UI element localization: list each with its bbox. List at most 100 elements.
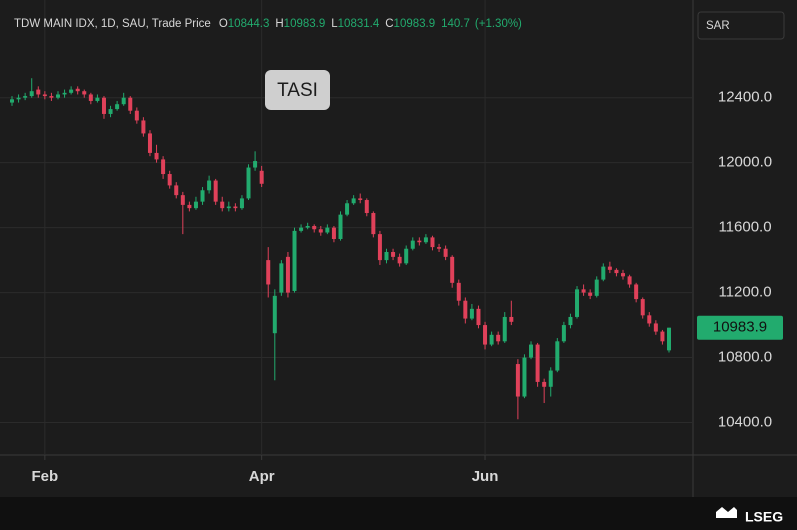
candle-body <box>101 97 106 114</box>
candle-body <box>226 206 231 209</box>
high-label: H <box>275 18 283 30</box>
candle-body <box>417 240 422 243</box>
y-tick-label: 12000.0 <box>718 154 772 171</box>
candle-body <box>627 276 632 285</box>
close-value: 10983.9 <box>394 18 436 30</box>
candle-body <box>437 247 442 249</box>
candle-body <box>49 96 54 98</box>
candle-body <box>667 327 671 351</box>
candle-body <box>377 234 382 261</box>
candle-body <box>253 161 258 168</box>
currency-box[interactable] <box>697 11 785 40</box>
candle-body <box>259 170 264 184</box>
candle-body <box>266 260 271 285</box>
x-tick-label: Feb <box>32 468 59 485</box>
candle-body <box>423 237 428 243</box>
candle-body <box>154 152 159 160</box>
footer <box>0 497 797 530</box>
y-tick-label: 11200.0 <box>718 284 771 301</box>
candle-body <box>233 206 238 209</box>
candle-body <box>568 316 573 326</box>
candle-body <box>279 263 284 293</box>
candle-body <box>239 198 244 209</box>
open-label: O <box>219 18 228 30</box>
x-tick-label: Jun <box>472 468 499 485</box>
candle-body <box>607 266 612 270</box>
candle-body <box>29 91 34 97</box>
candle-body <box>515 364 520 397</box>
candle-body <box>331 227 336 239</box>
x-tick-label: Apr <box>249 468 275 485</box>
candle-body <box>108 109 113 114</box>
candle-body <box>23 96 28 98</box>
candle-body <box>75 88 80 92</box>
candle-body <box>121 97 126 105</box>
candle-body <box>292 230 297 291</box>
candle-body <box>141 120 146 134</box>
candle-body <box>187 204 192 209</box>
candle-body <box>312 226 317 230</box>
candle-body <box>410 240 415 249</box>
candle-body <box>509 316 514 322</box>
symbol-badge <box>265 70 330 110</box>
change-pct: (+1.30%) <box>475 18 522 30</box>
candle-body <box>16 97 21 100</box>
candle-body <box>581 289 586 293</box>
candle-body <box>213 180 218 202</box>
candle-body <box>621 273 626 277</box>
candles <box>10 78 671 420</box>
candle-body <box>345 203 350 215</box>
chart-title: TDW MAIN IDX, 1D, SAU, Trade Price <box>14 18 211 30</box>
currency[interactable]: SAR <box>706 20 730 32</box>
candle-body <box>463 300 468 319</box>
brand: LSEG <box>745 509 783 525</box>
candle-body <box>601 266 606 280</box>
candle-body <box>95 97 100 101</box>
low-value: 10831.4 <box>338 18 380 30</box>
candle-body <box>502 316 507 342</box>
candle-body <box>82 91 87 95</box>
candle-body <box>555 341 560 371</box>
candle-body <box>660 331 665 342</box>
header: TDW MAIN IDX, 1D, SAU, Trade Price O10844… <box>14 18 522 30</box>
candle-body <box>450 256 455 283</box>
candle-body <box>634 284 639 300</box>
candle-body <box>128 97 133 111</box>
y-tick-label: 11600.0 <box>718 219 771 236</box>
grid <box>0 0 693 455</box>
candle-body <box>647 315 652 324</box>
close-label: C <box>385 18 393 30</box>
candle-body <box>384 251 389 261</box>
candle-body <box>653 323 658 332</box>
candle-body <box>180 195 185 205</box>
candle-body <box>529 344 534 358</box>
candle-body <box>36 89 41 95</box>
candle-body <box>200 190 205 202</box>
y-tick-label: 10400.0 <box>718 413 772 430</box>
high-value: 10983.9 <box>284 18 326 30</box>
candle-body <box>134 110 139 121</box>
candle-body <box>193 201 198 209</box>
candle-body <box>575 289 580 317</box>
candle-body <box>220 201 225 209</box>
candle-body <box>272 295 277 334</box>
candle-body <box>351 198 356 204</box>
candle-body <box>640 299 645 316</box>
candle-body <box>404 248 409 264</box>
candle-body <box>443 248 448 257</box>
candle-body <box>174 185 179 196</box>
candle-body <box>318 229 323 233</box>
candle-body <box>10 99 14 103</box>
last-price-label: 10983.9 <box>713 319 767 336</box>
candle-body <box>456 282 461 301</box>
candle-body <box>325 227 330 233</box>
brand-icon <box>716 507 737 518</box>
candle-body <box>299 227 304 231</box>
candle-body <box>147 133 152 153</box>
candle-body <box>207 180 212 191</box>
candle-body <box>594 279 599 296</box>
open-value: 10844.3 <box>228 18 270 30</box>
candle-body <box>476 308 481 326</box>
